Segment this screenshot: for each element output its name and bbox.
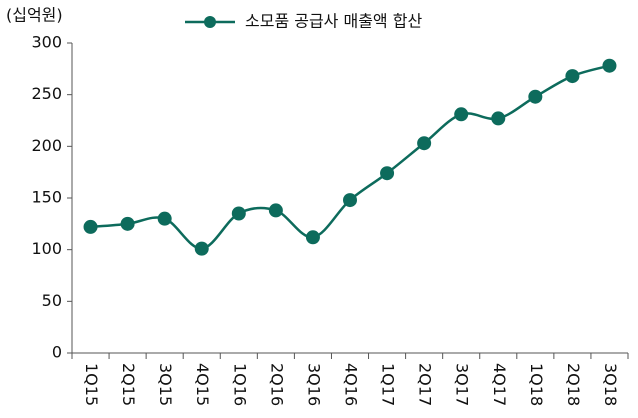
- data-point: [528, 89, 543, 104]
- x-tick-label: 1Q18: [527, 363, 546, 406]
- x-tick-label: 1Q17: [379, 363, 398, 406]
- x-tick-label: 2Q15: [119, 363, 138, 406]
- x-tick-label: 3Q16: [304, 363, 323, 406]
- x-tick-label: 3Q17: [453, 363, 472, 406]
- data-point: [83, 219, 98, 234]
- y-tick-label: 250: [31, 84, 62, 103]
- x-tick-label: 4Q16: [342, 363, 361, 406]
- y-tick-label: 0: [52, 343, 62, 362]
- x-tick-label: 3Q18: [601, 363, 620, 406]
- x-tick-label: 1Q15: [82, 363, 101, 406]
- x-tick-label: 2Q18: [564, 363, 583, 406]
- data-point: [194, 241, 209, 256]
- data-point: [417, 136, 432, 151]
- data-point: [343, 193, 357, 208]
- x-tick-label: 4Q17: [490, 363, 509, 406]
- data-point: [491, 111, 506, 126]
- data-point: [157, 211, 172, 226]
- data-point: [120, 216, 135, 231]
- x-tick-label: 1Q16: [230, 363, 249, 406]
- y-tick-label: 150: [31, 188, 62, 207]
- data-point: [268, 203, 283, 218]
- data-point: [454, 107, 469, 122]
- y-tick-label: 300: [31, 33, 62, 52]
- y-tick-label: 200: [31, 136, 62, 155]
- legend-label: 소모품 공급사 매출액 합산: [245, 12, 422, 31]
- unit-label: (십억원): [6, 6, 63, 25]
- x-tick-label: 4Q15: [193, 363, 212, 406]
- x-tick-label: 2Q16: [267, 363, 286, 406]
- y-tick-label: 100: [31, 239, 62, 258]
- x-tick-label: 3Q15: [156, 363, 175, 406]
- x-tick-label: 2Q17: [416, 363, 435, 406]
- data-point: [602, 58, 617, 73]
- data-point: [565, 69, 580, 84]
- y-tick-label: 50: [42, 291, 62, 310]
- data-point: [305, 230, 320, 245]
- data-point: [380, 166, 395, 181]
- legend-marker: [204, 16, 216, 28]
- data-point: [231, 206, 246, 221]
